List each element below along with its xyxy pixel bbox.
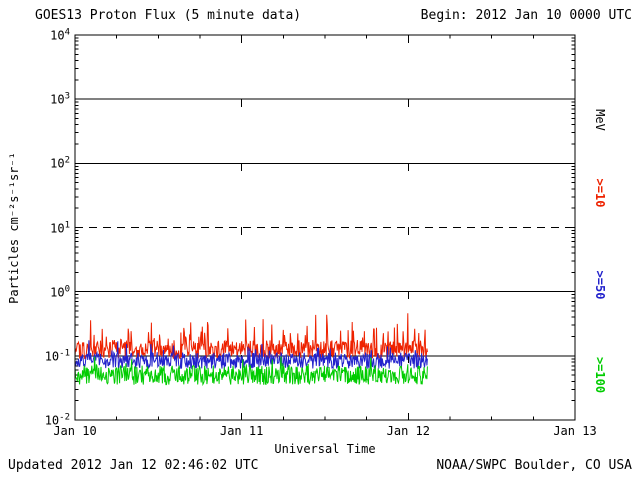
y-tick-label: 10-1 bbox=[44, 348, 70, 364]
series-threshold-label: >=10 bbox=[593, 178, 607, 208]
begin-timestamp: Begin: 2012 Jan 10 0000 UTC bbox=[420, 8, 632, 23]
series-threshold-label: >=100 bbox=[593, 356, 607, 394]
y-tick-label: 103 bbox=[50, 91, 70, 107]
series-threshold-label: >=50 bbox=[593, 270, 607, 300]
x-tick-label: Jan 11 bbox=[219, 424, 264, 438]
updated-timestamp: Updated 2012 Jan 12 02:46:02 UTC bbox=[8, 458, 259, 473]
right-axis-unit-label: MeV bbox=[593, 109, 607, 131]
y-tick-label: 104 bbox=[50, 27, 70, 43]
y-axis-label: Particles cm⁻²s⁻¹sr⁻¹ bbox=[7, 152, 21, 304]
data-source-credit: NOAA/SWPC Boulder, CO USA bbox=[436, 458, 632, 473]
x-tick-label: Jan 13 bbox=[553, 424, 597, 438]
y-tick-label: 101 bbox=[50, 220, 70, 235]
x-tick-label: Jan 10 bbox=[53, 424, 97, 438]
y-tick-label: 102 bbox=[50, 155, 70, 171]
x-tick-label: Jan 12 bbox=[386, 424, 431, 438]
x-axis-label: Universal Time bbox=[274, 442, 376, 456]
y-tick-label: 10-2 bbox=[44, 412, 70, 428]
y-tick-label: 100 bbox=[50, 284, 70, 300]
chart-title: GOES13 Proton Flux (5 minute data) bbox=[35, 8, 302, 23]
